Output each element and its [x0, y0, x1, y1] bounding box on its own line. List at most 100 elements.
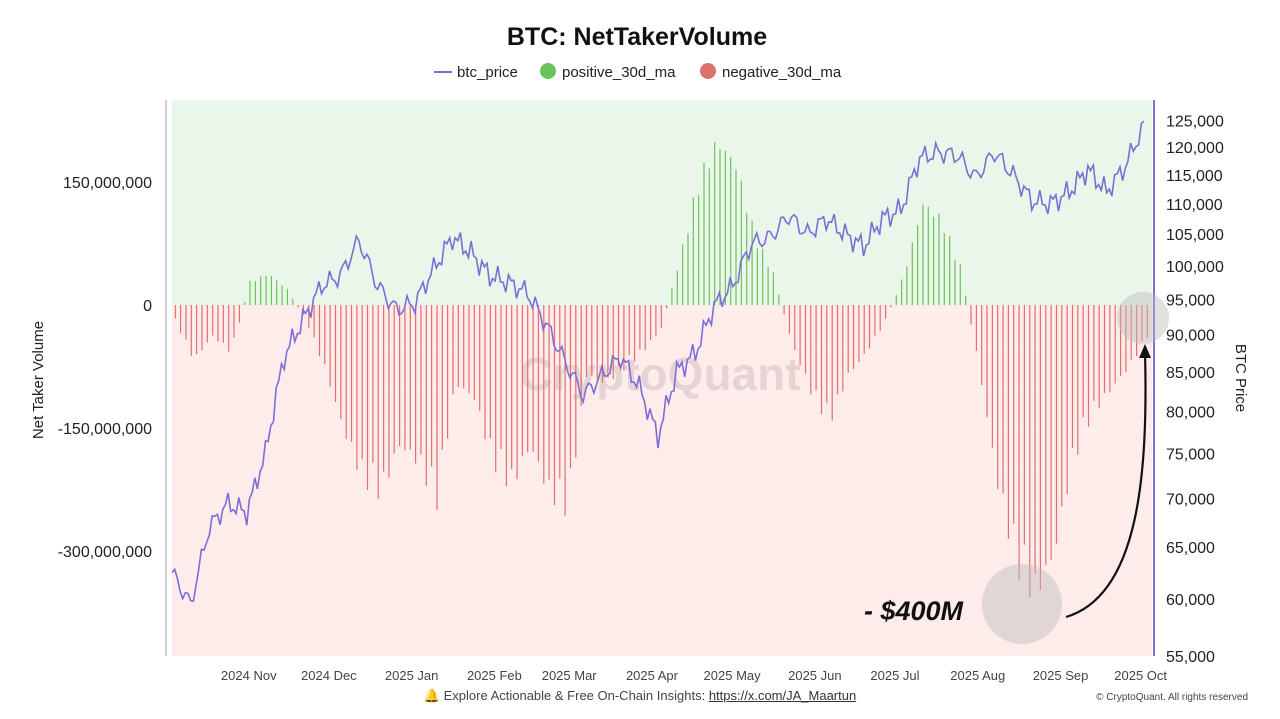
- volume-bar: [874, 305, 876, 336]
- volume-bar: [505, 305, 507, 487]
- volume-bar: [495, 305, 497, 473]
- volume-bar: [917, 225, 919, 305]
- volume-bar: [244, 302, 246, 305]
- volume-bar: [297, 305, 299, 308]
- volume-bar: [703, 162, 705, 305]
- annotation-label: - $400M: [864, 596, 964, 626]
- volume-bar: [329, 305, 331, 387]
- volume-bar: [1093, 305, 1095, 401]
- volume-bar: [601, 305, 604, 383]
- volume-bar: [735, 169, 737, 305]
- volume-bar: [815, 305, 817, 391]
- volume-bar: [318, 305, 321, 356]
- volume-bar: [500, 305, 502, 449]
- volume-bar: [1103, 305, 1106, 393]
- volume-bar: [383, 305, 385, 472]
- volume-bar: [1109, 305, 1111, 393]
- x-tick-label: 2025 Sep: [1033, 668, 1089, 683]
- volume-bar: [1130, 305, 1132, 360]
- volume-bar: [788, 305, 790, 334]
- volume-bar: [804, 305, 807, 374]
- volume-bar: [415, 305, 417, 464]
- volume-bar: [682, 244, 684, 305]
- legend-label-negative[interactable]: negative_30d_ma: [722, 64, 842, 81]
- volume-bar: [313, 305, 315, 338]
- right-tick-label: 115,000: [1166, 168, 1223, 185]
- volume-bar: [276, 280, 278, 305]
- volume-bar: [794, 305, 796, 351]
- volume-bar: [420, 305, 422, 455]
- x-axis-ticks: 2024 Nov 2024 Dec 2025 Jan 2025 Feb 2025 Mar…: [221, 668, 1167, 683]
- right-tick-label: 65,000: [1166, 540, 1215, 557]
- chart-title: BTC: NetTakerVolume: [507, 23, 767, 51]
- legend-label-btc-price[interactable]: btc_price: [457, 64, 518, 81]
- volume-bar: [1029, 305, 1031, 598]
- legend-dot-negative-icon[interactable]: [700, 63, 716, 79]
- x-tick-label: 2025 Mar: [542, 668, 598, 683]
- copyright: © CryptoQuant. All rights reserved: [1096, 692, 1248, 703]
- x-tick-label: 2025 Jul: [870, 668, 919, 683]
- volume-bar: [852, 305, 855, 369]
- x-tick-label: 2025 Jan: [385, 668, 439, 683]
- volume-bar: [724, 151, 726, 305]
- volume-bar: [286, 288, 288, 305]
- volume-bar: [1071, 305, 1074, 448]
- volume-bar: [949, 236, 951, 305]
- right-tick-label: 60,000: [1166, 592, 1215, 609]
- cryptoquant-watermark: CryptoQuant: [519, 348, 800, 400]
- volume-bar: [1045, 305, 1047, 565]
- volume-bar: [959, 264, 961, 305]
- volume-bar: [174, 305, 176, 319]
- volume-bar: [762, 248, 764, 305]
- volume-bar: [1136, 305, 1138, 357]
- volume-bar: [1120, 305, 1122, 377]
- volume-bar: [249, 280, 251, 305]
- right-tick-label: 80,000: [1166, 405, 1215, 422]
- volume-bar: [399, 305, 401, 447]
- volume-bar: [868, 305, 871, 349]
- volume-bar: [938, 213, 940, 305]
- legend-label-positive[interactable]: positive_30d_ma: [562, 64, 676, 81]
- volume-bar: [1098, 305, 1100, 408]
- volume-bar: [997, 305, 999, 490]
- volume-bar: [532, 305, 534, 452]
- volume-bar: [906, 266, 908, 305]
- volume-bar: [1002, 305, 1004, 494]
- footer-link[interactable]: https://x.com/JA_Maartun: [708, 688, 857, 703]
- volume-bar: [361, 305, 363, 460]
- volume-bar: [954, 259, 956, 305]
- volume-bar: [553, 305, 556, 506]
- volume-bar: [1039, 305, 1041, 590]
- volume-bar: [270, 276, 272, 305]
- volume-bar: [238, 305, 240, 323]
- volume-bar: [986, 305, 988, 418]
- btc-price-line[interactable]: [171, 120, 1145, 603]
- volume-bar: [484, 305, 486, 440]
- volume-bar: [1066, 305, 1068, 495]
- volume-bar: [580, 305, 582, 406]
- x-tick-label: 2025 Oct: [1114, 668, 1167, 683]
- volume-bar: [842, 305, 844, 392]
- volume-bar: [1018, 305, 1020, 581]
- volume-bar: [281, 285, 283, 305]
- volume-bar: [569, 305, 572, 469]
- volume-bar: [260, 276, 262, 305]
- volume-bar: [350, 305, 353, 442]
- volume-bar: [190, 305, 192, 356]
- volume-bar: [1146, 305, 1148, 338]
- annotation-arrow: [1065, 351, 1147, 619]
- legend-dot-positive-icon[interactable]: [540, 63, 556, 79]
- volume-bar: [308, 305, 310, 329]
- volume-bar: [340, 305, 342, 420]
- volume-bar: [879, 305, 881, 331]
- volume-bar: [1013, 305, 1015, 524]
- volume-bar: [1082, 305, 1084, 418]
- volume-bar: [991, 305, 993, 448]
- volume-bar: [933, 216, 935, 305]
- positive-region-background: [172, 100, 1152, 305]
- volume-bar: [965, 295, 967, 305]
- volume-bar: [607, 305, 609, 378]
- volume-bar: [468, 305, 470, 394]
- volume-bar: [746, 212, 748, 305]
- volume-bar: [511, 305, 513, 470]
